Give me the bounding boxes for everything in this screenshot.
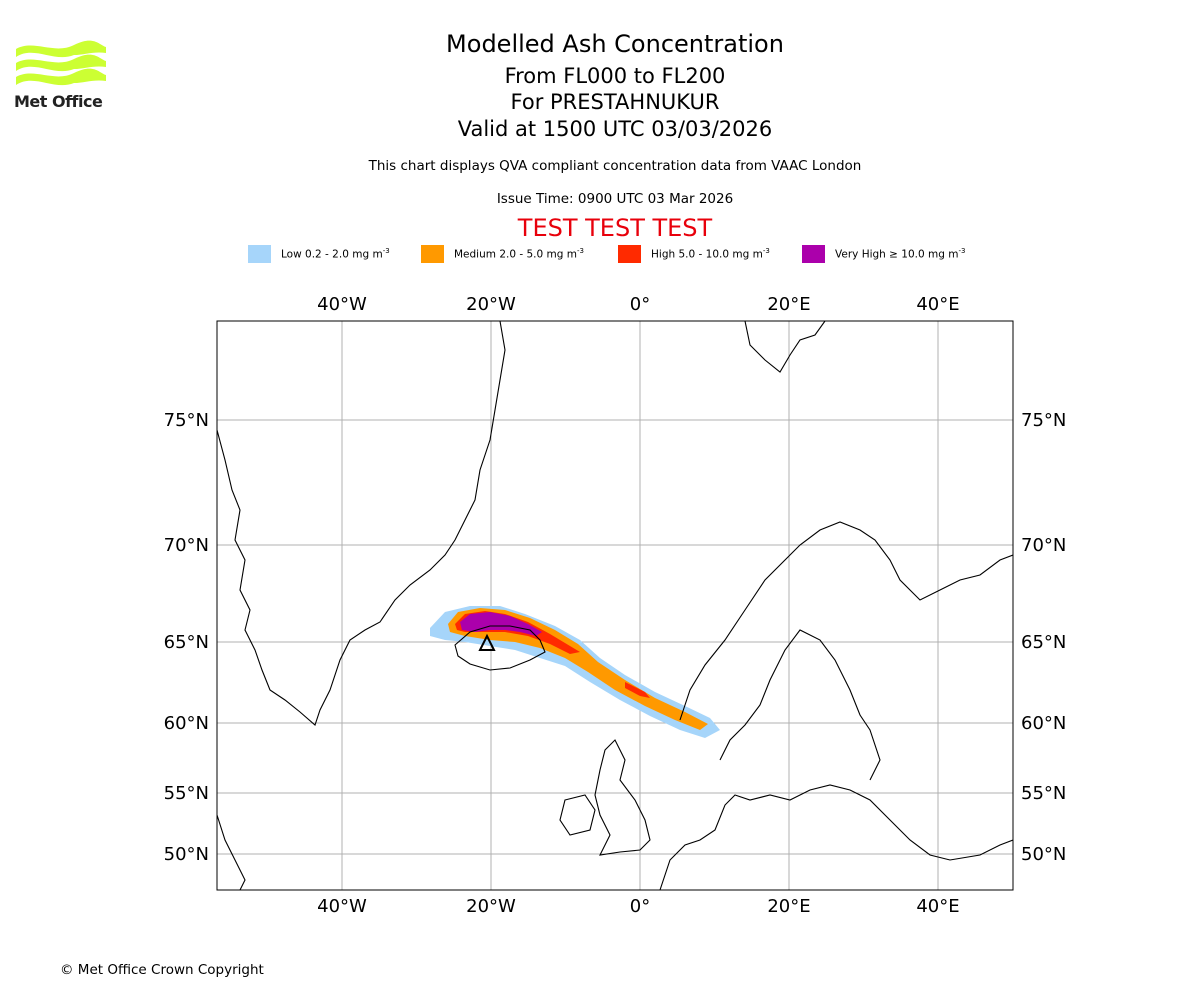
lat-label: 70°N: [1021, 535, 1066, 556]
coastlines: [217, 321, 1013, 890]
legend-item-low: Low 0.2 - 2.0 mg m-3: [248, 244, 390, 264]
legend-label-low: Low 0.2 - 2.0 mg m: [281, 248, 383, 261]
lon-labels-top: 40°W 20°W 0° 20°E 40°E: [317, 294, 959, 315]
legend-item-medium: Medium 2.0 - 5.0 mg m-3: [421, 244, 584, 264]
lon-label: 40°E: [916, 896, 959, 917]
coast-ireland: [559, 794, 596, 836]
map-frame: [216, 320, 1014, 891]
lon-label: 40°E: [916, 294, 959, 315]
coast-north-america: [217, 814, 246, 890]
lat-label: 70°N: [164, 535, 209, 556]
lat-label: 65°N: [164, 632, 209, 653]
lon-label: 40°W: [317, 294, 367, 315]
met-office-logo: [16, 40, 106, 86]
lat-label: 55°N: [164, 783, 209, 804]
coast-scandinavia: [679, 521, 1013, 721]
logo-wordmark: Met Office: [14, 92, 103, 111]
lat-labels-right: 75°N 70°N 65°N 60°N 55°N 50°N: [1021, 410, 1066, 865]
graticule: [217, 321, 1013, 890]
lat-label: 50°N: [1021, 844, 1066, 865]
lat-label: 60°N: [164, 713, 209, 734]
lon-label: 20°W: [466, 896, 516, 917]
coast-iceland: [454, 625, 546, 671]
lat-labels-left: 75°N 70°N 65°N 60°N 55°N 50°N: [164, 410, 209, 865]
coast-svalbard: [744, 321, 826, 373]
ash-plume-medium: [448, 608, 708, 730]
lon-label: 20°E: [767, 294, 810, 315]
lat-label: 75°N: [1021, 410, 1066, 431]
coast-britain: [594, 739, 651, 856]
chart-title: Modelled Ash Concentration: [446, 30, 784, 58]
volcano-source-marker: [478, 633, 496, 651]
volcano-name: For PRESTAHNUKUR: [510, 90, 720, 114]
compliance-note: This chart displays QVA compliant concen…: [368, 158, 862, 174]
legend-label-very-high: Very High ≥ 10.0 mg m: [835, 248, 959, 261]
issue-time: Issue Time: 0900 UTC 03 Mar 2026: [496, 191, 734, 207]
copyright-notice: © Met Office Crown Copyright: [60, 962, 264, 978]
lon-label: 20°W: [466, 294, 516, 315]
lat-label: 50°N: [164, 844, 209, 865]
lat-label: 65°N: [1021, 632, 1066, 653]
ash-plume-high-patch: [625, 682, 650, 698]
legend-swatch-high: [618, 245, 641, 263]
coast-sweden-finland: [719, 629, 881, 781]
lat-label: 55°N: [1021, 783, 1066, 804]
valid-time: Valid at 1500 UTC 03/03/2026: [457, 117, 773, 141]
coast-greenland: [217, 321, 506, 726]
legend-swatch-medium: [421, 245, 444, 263]
test-banner: TEST TEST TEST: [517, 214, 713, 242]
legend-label-medium: Medium 2.0 - 5.0 mg m: [454, 248, 577, 261]
ash-plume-very-high: [460, 612, 542, 636]
legend-swatch-very-high: [802, 245, 825, 263]
lon-label: 0°: [630, 896, 650, 917]
legend-swatch-low: [248, 245, 271, 263]
legend-item-high: High 5.0 - 10.0 mg m-3: [618, 244, 770, 264]
lon-label: 0°: [630, 294, 650, 315]
lat-label: 75°N: [164, 410, 209, 431]
legend-item-very-high: Very High ≥ 10.0 mg m-3: [802, 244, 965, 264]
lon-label: 40°W: [317, 896, 367, 917]
flight-level-range: From FL000 to FL200: [504, 64, 726, 88]
lon-labels-bottom: 40°W 20°W 0° 20°E 40°E: [317, 896, 959, 917]
lat-label: 60°N: [1021, 713, 1066, 734]
lon-label: 20°E: [767, 896, 810, 917]
legend-label-high: High 5.0 - 10.0 mg m: [651, 248, 763, 261]
coast-europe: [659, 784, 1013, 890]
